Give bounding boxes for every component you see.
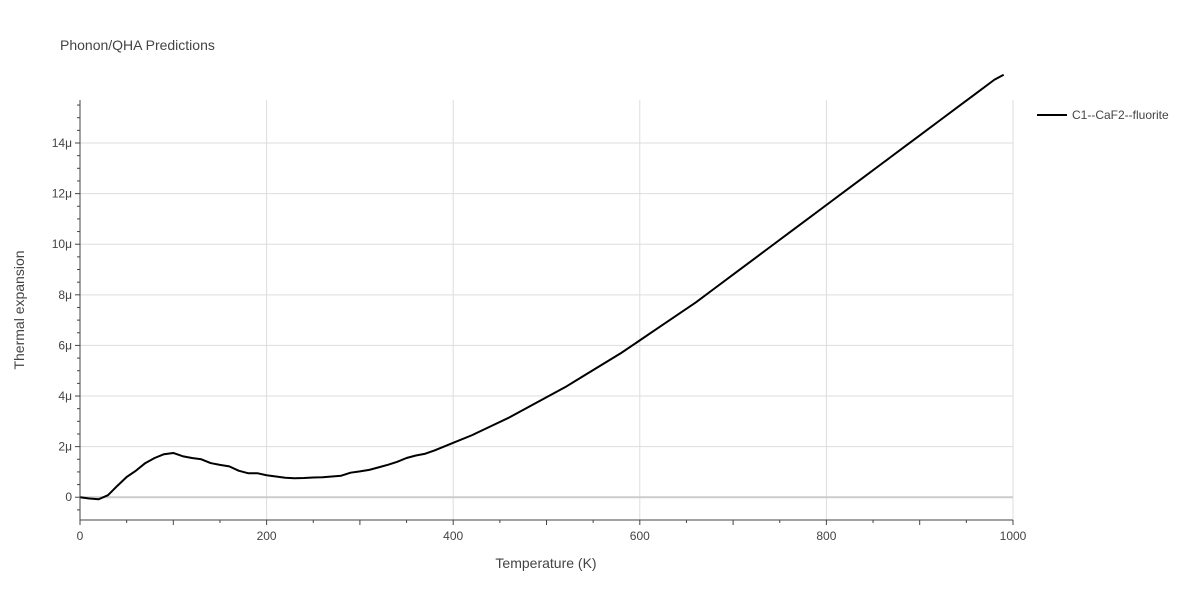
axes bbox=[79, 100, 1013, 521]
y-tick-label: 4μ bbox=[58, 389, 72, 403]
y-tick-label: 10μ bbox=[52, 237, 72, 251]
x-axis-title: Temperature (K) bbox=[495, 555, 596, 571]
y-tick-label: 6μ bbox=[58, 338, 72, 352]
x-tick-label: 0 bbox=[77, 529, 84, 543]
y-tick-label: 2μ bbox=[58, 440, 72, 454]
y-tick-label: 0 bbox=[65, 490, 72, 504]
legend-label: C1--CaF2--fluorite bbox=[1072, 108, 1169, 122]
x-tick-label: 600 bbox=[630, 529, 650, 543]
x-axis-ticks: 0 200 400 600 800 1000 bbox=[77, 520, 1027, 543]
y-axis-title: Thermal expansion bbox=[11, 250, 27, 369]
plot-area bbox=[79, 73, 1005, 501]
grid bbox=[80, 100, 1014, 520]
legend: C1--CaF2--fluorite bbox=[1037, 108, 1169, 122]
y-tick-label: 8μ bbox=[58, 288, 72, 302]
x-tick-label: 1000 bbox=[1000, 529, 1027, 543]
x-tick-label: 800 bbox=[816, 529, 836, 543]
y-tick-label: 14μ bbox=[52, 136, 72, 150]
x-tick-label: 400 bbox=[443, 529, 463, 543]
y-axis-ticks: 0 2μ 4μ 6μ 8μ 10μ 12μ 14μ bbox=[52, 104, 80, 511]
chart-title: Phonon/QHA Predictions bbox=[60, 37, 215, 53]
x-tick-label: 200 bbox=[257, 529, 277, 543]
series-line bbox=[79, 73, 1005, 501]
y-tick-label: 12μ bbox=[52, 187, 72, 201]
